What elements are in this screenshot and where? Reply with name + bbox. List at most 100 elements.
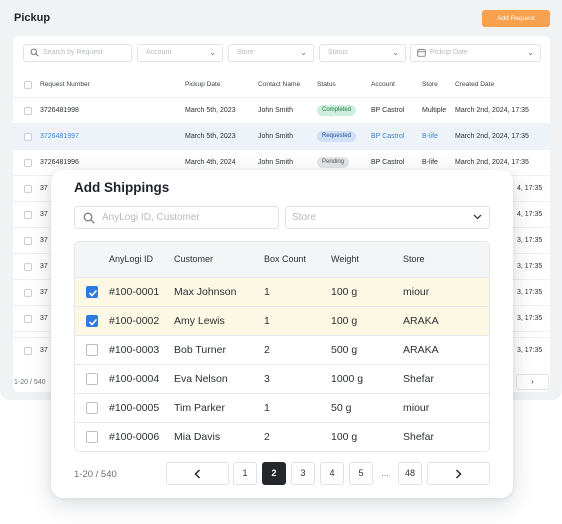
contact-name: John Smith (258, 159, 294, 166)
anylogi-id: #100-0003 (109, 344, 160, 356)
col-customer: Customer (174, 254, 214, 264)
account-select[interactable]: Account ⌄ (137, 44, 223, 62)
row-checkbox[interactable] (24, 347, 32, 355)
col-weight: Weight (331, 254, 359, 264)
anylogi-id: #100-0001 (109, 286, 160, 298)
anylogi-id: #100-0004 (109, 373, 160, 385)
contact-name: John Smith (258, 133, 294, 140)
store-select[interactable]: Store ⌄ (228, 44, 314, 62)
created-date: 3, 17:35 (517, 347, 543, 354)
created-date: March 2nd, 2024, 17:35 (455, 159, 529, 166)
col-status: Status (317, 81, 336, 88)
row-checkbox[interactable] (24, 263, 32, 271)
table-row[interactable]: 3726481997 March 5th, 2023 John Smith Re… (13, 123, 550, 149)
row-checkbox[interactable] (24, 211, 32, 219)
account: BP Castrol (371, 159, 405, 166)
table-row[interactable]: #100-0006 Mia Davis 2 100 g Shefar (75, 422, 489, 451)
table-row[interactable]: 3726481998 March 5th, 2023 John Smith Co… (13, 97, 550, 123)
store: Multiple (422, 107, 447, 114)
chevron-down-icon: ⌄ (300, 48, 307, 57)
request-search-input[interactable]: Search by Request (23, 44, 132, 62)
row-checkbox[interactable] (86, 402, 98, 414)
created-date: 4, 17:35 (517, 211, 543, 218)
pickup-next-page-button[interactable]: › (516, 374, 549, 390)
shipping-search-placeholder: AnyLogi ID, Customer (102, 212, 200, 223)
page-button-4[interactable]: 4 (320, 462, 344, 485)
table-row[interactable]: #100-0003 Bob Turner 2 500 g ARAKA (75, 335, 489, 364)
request-number: 37 (40, 237, 48, 244)
row-checkbox[interactable] (86, 373, 98, 385)
created-date: 3, 17:35 (517, 263, 543, 270)
box-count: 1 (264, 286, 270, 298)
row-checkbox[interactable] (86, 344, 98, 356)
status-badge: Completed (317, 104, 357, 116)
select-all-checkbox[interactable] (24, 81, 32, 89)
store: miour (403, 286, 430, 298)
row-checkbox[interactable] (24, 237, 32, 245)
chevron-down-icon: ⌄ (209, 48, 216, 57)
pickup-date-placeholder: Pickup Date (430, 49, 468, 56)
search-icon (83, 212, 95, 224)
weight: 500 g (331, 344, 358, 356)
add-request-button[interactable]: Add Request (482, 10, 550, 27)
created-date: 3, 17:35 (517, 237, 543, 244)
col-store: Store (403, 254, 425, 264)
row-checkbox-checked[interactable] (86, 315, 98, 327)
next-page-button[interactable] (427, 462, 490, 485)
chevron-down-icon: ⌄ (392, 48, 399, 57)
page-button-1[interactable]: 1 (233, 462, 257, 485)
table-row[interactable]: #100-0002 Amy Lewis 1 100 g ARAKA (75, 306, 489, 335)
account-link[interactable]: BP Castrol (371, 133, 405, 140)
request-number: 37 (40, 347, 48, 354)
request-number: 37 (40, 315, 48, 322)
account-select-label: Account (146, 49, 172, 56)
weight: 100 g (331, 315, 358, 327)
store: Shefar (403, 373, 434, 385)
add-shippings-modal: Add Shippings AnyLogi ID, Customer Store… (51, 170, 513, 498)
account: BP Castrol (371, 107, 405, 114)
request-number: 37 (40, 211, 48, 218)
anylogi-id: #100-0005 (109, 402, 160, 414)
page-button-2-current[interactable]: 2 (262, 462, 286, 485)
page-button-5[interactable]: 5 (349, 462, 373, 485)
status-badge: Pending (317, 156, 350, 168)
page-button-last[interactable]: 48 (398, 462, 422, 485)
prev-page-button[interactable] (166, 462, 229, 485)
store: B-life (422, 159, 438, 166)
request-number: 37 (40, 185, 48, 192)
pickup-date: March 5th, 2023 (185, 107, 236, 114)
col-account: Account (371, 81, 395, 88)
created-date: March 2nd, 2024, 17:35 (455, 133, 529, 140)
row-checkbox[interactable] (86, 431, 98, 443)
store-link[interactable]: B-life (422, 133, 438, 140)
store-select-label: Store (237, 49, 254, 56)
row-checkbox[interactable] (24, 185, 32, 193)
row-checkbox[interactable] (24, 315, 32, 323)
pickup-pagination-summary: 1-20 / 540 (14, 379, 46, 386)
box-count: 3 (264, 373, 270, 385)
created-date: 4, 17:35 (517, 185, 543, 192)
table-row[interactable]: #100-0005 Tim Parker 1 50 g miour (75, 393, 489, 422)
pagination-summary: 1-20 / 540 (74, 469, 117, 480)
shipping-search-input[interactable]: AnyLogi ID, Customer (74, 206, 279, 229)
row-checkbox[interactable] (24, 289, 32, 297)
request-number: 3726481998 (40, 107, 79, 114)
page-button-3[interactable]: 3 (291, 462, 315, 485)
box-count: 2 (264, 431, 270, 443)
table-row[interactable]: #100-0001 Max Johnson 1 100 g miour (75, 277, 489, 306)
status-select[interactable]: Status ⌄ (319, 44, 406, 62)
request-number-link[interactable]: 3726481997 (40, 133, 79, 140)
row-checkbox[interactable] (24, 107, 32, 115)
customer: Amy Lewis (174, 315, 225, 327)
table-row[interactable]: 3726481996 March 4th, 2024 John Smith Pe… (13, 149, 550, 175)
row-checkbox[interactable] (24, 133, 32, 141)
table-row[interactable]: #100-0004 Eva Nelson 3 1000 g Shefar (75, 364, 489, 393)
pickup-date-picker[interactable]: Pickup Date ⌄ (410, 44, 541, 62)
row-checkbox-checked[interactable] (86, 286, 98, 298)
col-box-count: Box Count (264, 254, 307, 264)
store-filter-select[interactable]: Store (285, 206, 490, 229)
weight: 100 g (331, 286, 358, 298)
request-number: 37 (40, 289, 48, 296)
chevron-down-icon: ⌄ (527, 48, 534, 57)
row-checkbox[interactable] (24, 159, 32, 167)
